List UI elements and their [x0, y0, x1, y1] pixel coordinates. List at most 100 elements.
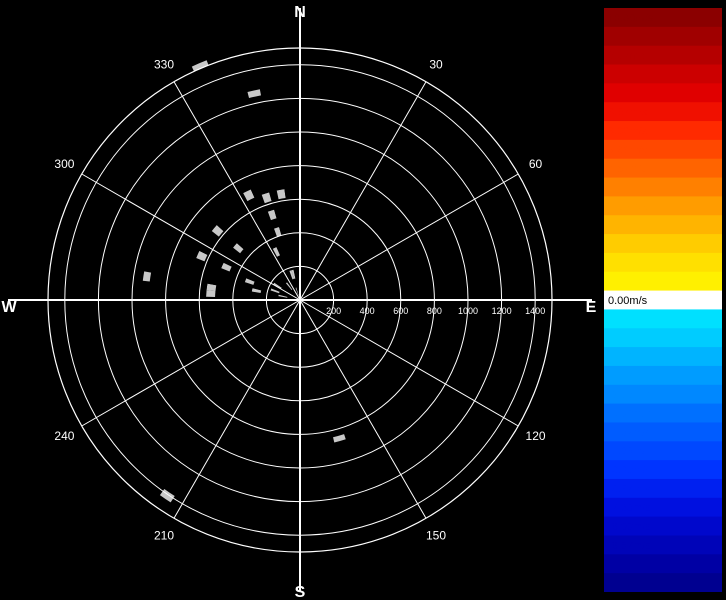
velocity-cell — [251, 291, 261, 296]
velocity-cell — [326, 313, 336, 320]
velocity-cell — [197, 303, 207, 311]
velocity-cell — [243, 282, 254, 289]
velocity-cell — [481, 99, 493, 111]
velocity-cell — [305, 206, 314, 216]
velocity-cell — [261, 307, 271, 313]
legend-label: -7.33m/s — [608, 502, 651, 514]
velocity-cell — [331, 255, 341, 265]
velocity-cell — [412, 337, 424, 349]
velocity-cell — [323, 209, 333, 221]
velocity-cell — [551, 206, 562, 226]
velocity-cell — [304, 321, 309, 331]
velocity-cell — [231, 262, 242, 271]
velocity-cell — [229, 266, 240, 275]
velocity-cell — [291, 348, 297, 358]
velocity-cell — [206, 290, 216, 298]
legend-label: -2.00m/s — [608, 352, 651, 364]
velocity-cell — [265, 250, 275, 261]
velocity-cell — [342, 271, 353, 279]
velocity-cell — [332, 203, 342, 215]
velocity-cell — [277, 354, 285, 365]
velocity-cell — [319, 111, 329, 120]
velocity-cell — [280, 346, 287, 356]
range-ring-labels: 200 400 600 800 1000 1200 1400 — [326, 306, 545, 316]
velocity-cell — [243, 398, 255, 411]
velocity-cell — [330, 293, 340, 297]
velocity-cell — [337, 281, 347, 288]
velocity-cell — [320, 371, 330, 382]
velocity-cell — [276, 216, 285, 227]
velocity-cell — [288, 260, 294, 271]
velocity-cell — [204, 335, 216, 346]
velocity-cell — [243, 344, 254, 355]
velocity-cell — [291, 260, 296, 270]
velocity-cell — [227, 320, 238, 329]
velocity-cell — [283, 328, 290, 338]
velocity-cell — [244, 445, 257, 456]
velocity-cell — [263, 264, 273, 274]
velocity-cell — [377, 242, 390, 253]
velocity-cell — [303, 291, 311, 298]
velocity-cell — [392, 338, 404, 350]
velocity-cell — [234, 310, 244, 317]
velocity-cell — [289, 270, 294, 280]
velocity-cell — [312, 355, 319, 366]
velocity-cell — [260, 346, 270, 357]
velocity-cell — [311, 337, 317, 348]
velocity-cell — [297, 303, 300, 313]
velocity-cell — [406, 388, 417, 399]
velocity-cell — [273, 282, 282, 289]
velocity-cell — [295, 321, 299, 331]
velocity-cell — [122, 359, 134, 376]
velocity-cell — [288, 215, 295, 225]
legend-label: -6.67m/s — [608, 483, 651, 495]
velocity-cell — [226, 276, 237, 284]
velocity-cell — [239, 325, 250, 334]
velocity-cell — [242, 305, 252, 311]
velocity-cell — [311, 383, 320, 394]
velocity-cell — [321, 300, 331, 304]
velocity-cell — [251, 238, 261, 249]
velocity-cell — [327, 230, 336, 241]
legend-label: 7.33m/s — [608, 88, 648, 100]
velocity-cell — [319, 247, 328, 257]
velocity-cell — [258, 203, 268, 215]
velocity-cell — [197, 289, 207, 297]
velocity-cell — [222, 214, 234, 226]
velocity-cell — [304, 311, 309, 321]
velocity-cell — [279, 291, 288, 296]
velocity-cell — [291, 311, 296, 321]
bearing-label: 300 — [54, 157, 74, 171]
velocity-cell — [216, 219, 229, 232]
velocity-cell — [286, 233, 292, 244]
velocity-cell — [291, 303, 298, 311]
velocity-cell — [338, 264, 349, 273]
velocity-cell — [229, 325, 240, 334]
velocity-cell — [315, 354, 323, 365]
velocity-cell — [349, 341, 360, 351]
velocity-cell — [287, 296, 297, 300]
velocity-cell — [284, 401, 293, 412]
velocity-cell — [306, 242, 313, 253]
velocity-cell — [287, 300, 297, 304]
velocity-cell — [308, 329, 314, 339]
velocity-cell — [373, 253, 385, 263]
velocity-cell — [300, 393, 308, 403]
velocity-cell — [132, 357, 144, 373]
velocity-cell — [239, 266, 250, 275]
velocity-cell — [218, 247, 230, 258]
velocity-cell — [309, 284, 317, 292]
velocity-cell — [233, 288, 243, 294]
velocity-cell — [366, 292, 376, 298]
velocity-cell — [272, 247, 281, 257]
bearing-label: 330 — [154, 57, 174, 71]
velocity-cell — [210, 374, 223, 388]
velocity-cell — [300, 366, 306, 376]
velocity-cell — [228, 209, 240, 222]
velocity-cell — [281, 355, 288, 366]
velocity-cell — [324, 317, 334, 325]
legend-swatch — [604, 177, 722, 197]
velocity-cell — [510, 226, 523, 247]
velocity-cell — [304, 269, 309, 279]
velocity-cell — [356, 310, 366, 317]
